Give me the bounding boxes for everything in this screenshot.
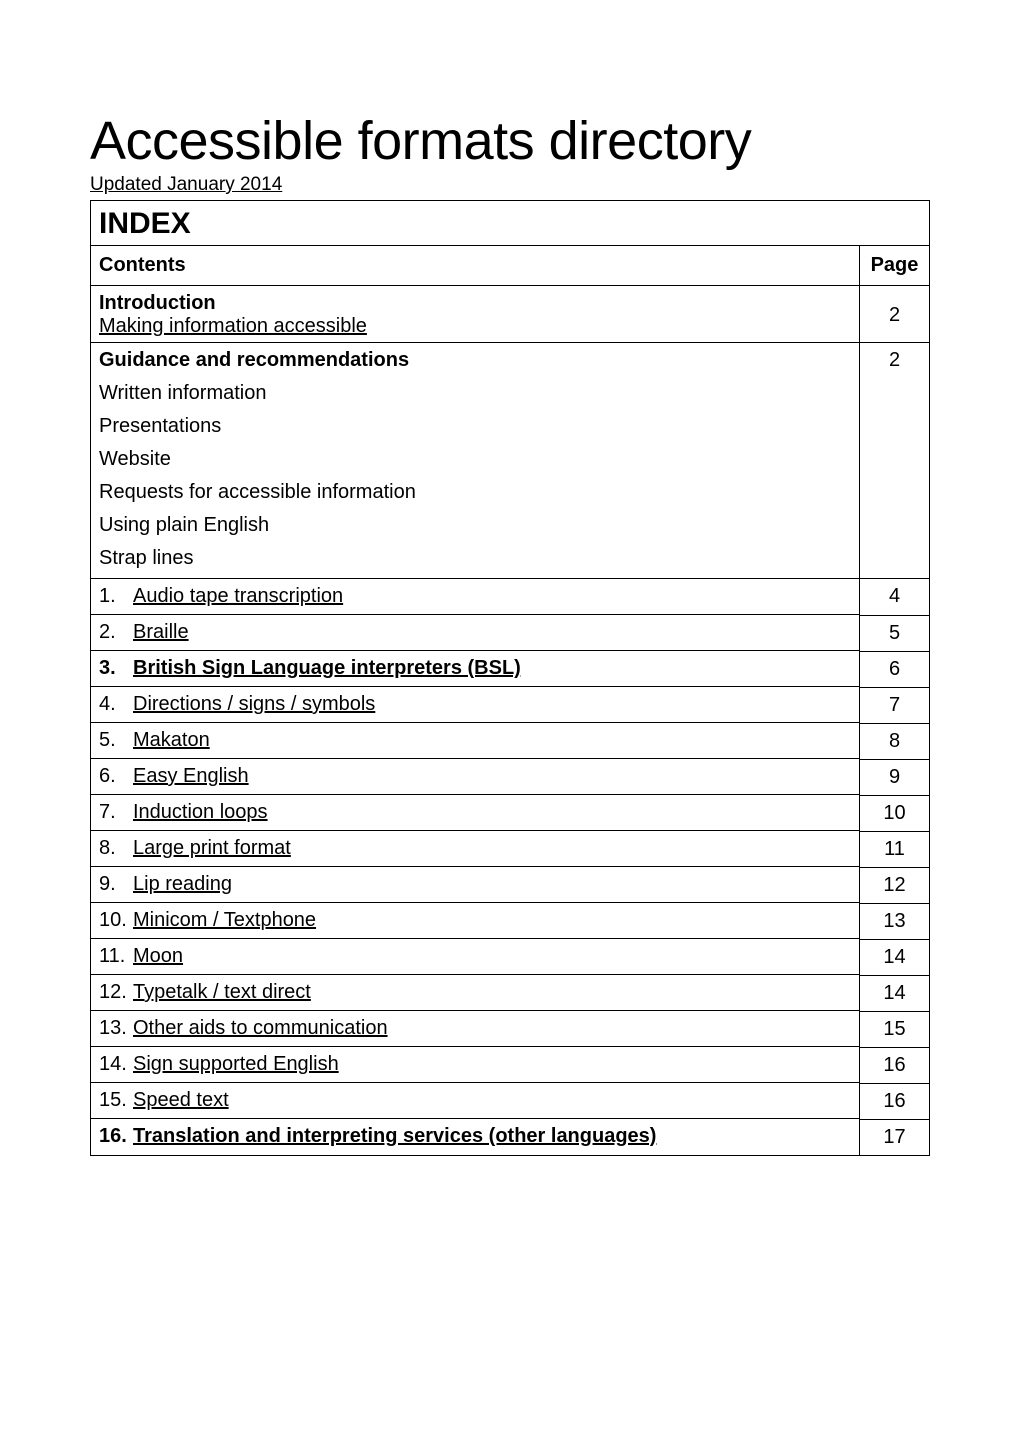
- toc-page: 14: [860, 975, 930, 1011]
- toc-row: 15.Speed text16: [91, 1083, 930, 1119]
- toc-row: 11.Moon14: [91, 939, 930, 975]
- toc-page: 6: [860, 651, 930, 687]
- toc-number: 12.: [99, 981, 133, 1004]
- toc-number: 5.: [99, 729, 133, 752]
- toc-row: 6.Easy English9: [91, 759, 930, 795]
- toc-label: Other aids to communication: [133, 1017, 851, 1040]
- toc-page: 14: [860, 939, 930, 975]
- toc-page: 13: [860, 903, 930, 939]
- toc-label: British Sign Language interpreters (BSL): [133, 657, 851, 680]
- intro-page: 2: [860, 286, 930, 343]
- toc-entry: 16.Translation and interpreting services…: [91, 1119, 859, 1154]
- toc-label: Speed text: [133, 1089, 851, 1112]
- guidance-heading: Guidance and recommendations: [99, 349, 851, 372]
- contents-label: Contents: [91, 246, 860, 286]
- toc-entry: 1.Audio tape transcription: [91, 579, 859, 615]
- updated-date: Updated January 2014: [90, 174, 930, 196]
- toc-page: 16: [860, 1047, 930, 1083]
- toc-label: Sign supported English: [133, 1053, 851, 1076]
- toc-entry: 7.Induction loops: [91, 795, 859, 831]
- toc-entry: 8.Large print format: [91, 831, 859, 867]
- guidance-item: Written information: [99, 382, 851, 405]
- toc-entry: 12.Typetalk / text direct: [91, 975, 859, 1011]
- toc-row: 3.British Sign Language interpreters (BS…: [91, 651, 930, 687]
- guidance-item: Website: [99, 448, 851, 471]
- toc-page: 5: [860, 615, 930, 651]
- guidance-cell: Guidance and recommendations Written inf…: [91, 343, 860, 579]
- toc-row: 16.Translation and interpreting services…: [91, 1119, 930, 1155]
- toc-label: Braille: [133, 621, 851, 644]
- toc-entry: 6.Easy English: [91, 759, 859, 795]
- toc-label: Easy English: [133, 765, 851, 788]
- toc-number: 7.: [99, 801, 133, 824]
- toc-page: 16: [860, 1083, 930, 1119]
- page-label: Page: [860, 246, 930, 286]
- toc-number: 4.: [99, 693, 133, 716]
- guidance-item: Strap lines: [99, 547, 851, 570]
- toc-row: 10.Minicom / Textphone13: [91, 903, 930, 939]
- toc-row: 1.Audio tape transcription4: [91, 579, 930, 616]
- toc-number: 1.: [99, 585, 133, 608]
- toc-page: 15: [860, 1011, 930, 1047]
- toc-entry: 11.Moon: [91, 939, 859, 975]
- toc-page: 12: [860, 867, 930, 903]
- intro-sub: Making information accessible: [99, 315, 367, 337]
- toc-entry: 2.Braille: [91, 615, 859, 651]
- toc-row: 7.Induction loops10: [91, 795, 930, 831]
- guidance-item: Presentations: [99, 415, 851, 438]
- toc-row: 5.Makaton8: [91, 723, 930, 759]
- toc-label: Moon: [133, 945, 851, 968]
- toc-number: 11.: [99, 945, 133, 968]
- toc-number: 2.: [99, 621, 133, 644]
- document-title: Accessible formats directory: [90, 110, 930, 172]
- toc-number: 14.: [99, 1053, 133, 1076]
- toc-number: 3.: [99, 657, 133, 680]
- toc-entry: 14.Sign supported English: [91, 1047, 859, 1083]
- toc-label: Makaton: [133, 729, 851, 752]
- toc-number: 9.: [99, 873, 133, 896]
- toc-page: 7: [860, 687, 930, 723]
- toc-number: 16.: [99, 1125, 133, 1148]
- toc-row: 2.Braille5: [91, 615, 930, 651]
- toc-label: Translation and interpreting services (o…: [133, 1125, 851, 1148]
- toc-label: Induction loops: [133, 801, 851, 824]
- toc-entry: 4.Directions / signs / symbols: [91, 687, 859, 723]
- toc-label: Audio tape transcription: [133, 585, 851, 608]
- toc-number: 6.: [99, 765, 133, 788]
- toc-entry: 10.Minicom / Textphone: [91, 903, 859, 939]
- toc-label: Minicom / Textphone: [133, 909, 851, 932]
- toc-entry: 13.Other aids to communication: [91, 1011, 859, 1047]
- toc-page: 9: [860, 759, 930, 795]
- toc-row: 12.Typetalk / text direct14: [91, 975, 930, 1011]
- toc-row: 9.Lip reading12: [91, 867, 930, 903]
- toc-page: 10: [860, 795, 930, 831]
- toc-row: 13.Other aids to communication15: [91, 1011, 930, 1047]
- toc-page: 8: [860, 723, 930, 759]
- toc-label: Typetalk / text direct: [133, 981, 851, 1004]
- toc-number: 13.: [99, 1017, 133, 1040]
- toc-row: 8.Large print format11: [91, 831, 930, 867]
- toc-entry: 5.Makaton: [91, 723, 859, 759]
- toc-row: 4.Directions / signs / symbols7: [91, 687, 930, 723]
- toc-entry: 3.British Sign Language interpreters (BS…: [91, 651, 859, 687]
- guidance-item: Requests for accessible information: [99, 481, 851, 504]
- toc-page: 17: [860, 1119, 930, 1155]
- toc-label: Lip reading: [133, 873, 851, 896]
- toc-row: 14.Sign supported English16: [91, 1047, 930, 1083]
- guidance-item: Using plain English: [99, 514, 851, 537]
- toc-label: Large print format: [133, 837, 851, 860]
- toc-entry: 9.Lip reading: [91, 867, 859, 903]
- index-heading: INDEX: [91, 201, 930, 246]
- guidance-page: 2: [860, 343, 930, 579]
- index-table: INDEX Contents Page Introduction Making …: [90, 200, 930, 1156]
- toc-number: 10.: [99, 909, 133, 932]
- toc-number: 8.: [99, 837, 133, 860]
- toc-page: 4: [860, 579, 930, 616]
- toc-page: 11: [860, 831, 930, 867]
- toc-number: 15.: [99, 1089, 133, 1112]
- toc-label: Directions / signs / symbols: [133, 693, 851, 716]
- intro-cell: Introduction Making information accessib…: [91, 286, 860, 343]
- toc-entry: 15.Speed text: [91, 1083, 859, 1119]
- intro-heading: Introduction: [99, 292, 216, 314]
